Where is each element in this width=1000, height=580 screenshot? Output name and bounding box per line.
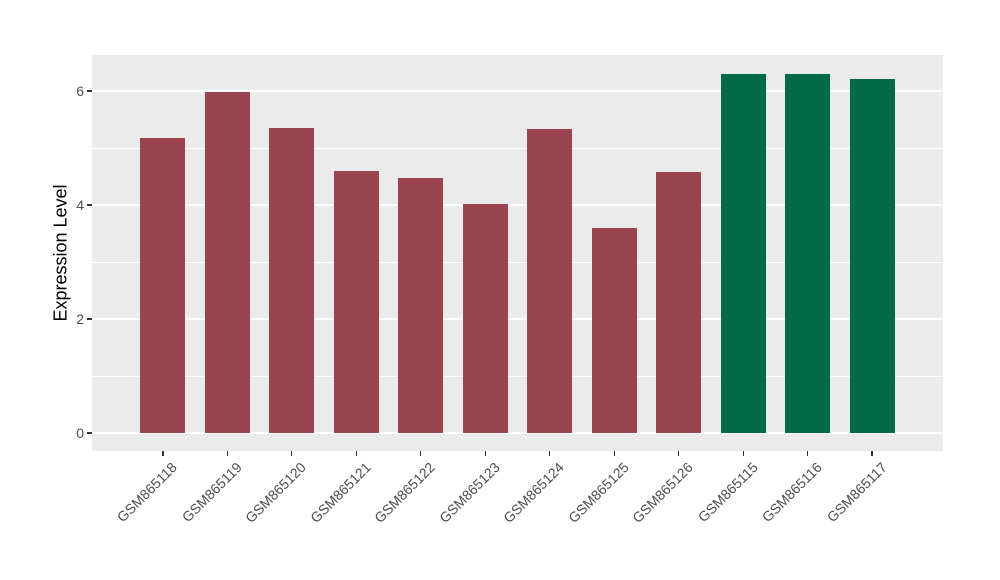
y-tick-mark: [87, 204, 92, 206]
x-tick-label-GSM865115: GSM865115: [694, 459, 761, 526]
x-tick-mark: [226, 451, 228, 456]
y-tick-label: 4: [76, 197, 84, 213]
bar-GSM865120: [269, 128, 315, 433]
y-tick-label: 2: [76, 311, 84, 327]
bar-GSM865118: [140, 137, 186, 433]
x-tick-label-GSM865123: GSM865123: [435, 459, 503, 526]
y-tick-label: 0: [76, 425, 84, 441]
gridline-minor: [92, 375, 943, 377]
y-tick-mark: [87, 90, 92, 92]
x-tick-mark: [613, 451, 615, 456]
x-tick-mark: [291, 451, 293, 456]
bar-GSM865122: [398, 178, 444, 433]
bar-GSM865117: [849, 79, 895, 433]
x-tick-label-GSM865126: GSM865126: [629, 459, 697, 526]
bar-GSM865116: [785, 74, 831, 433]
x-tick-mark: [871, 451, 873, 456]
x-tick-mark: [549, 451, 551, 456]
x-tick-label-GSM865120: GSM865120: [242, 459, 310, 526]
x-tick-mark: [678, 451, 680, 456]
gridline-major: [92, 90, 943, 92]
x-tick-mark: [355, 451, 357, 456]
x-tick-label-GSM865116: GSM865116: [758, 459, 825, 526]
plot-panel: [92, 55, 943, 451]
bar-GSM865123: [462, 203, 508, 433]
x-tick-mark: [742, 451, 744, 456]
x-tick-label-GSM865124: GSM865124: [500, 459, 568, 526]
x-tick-mark: [807, 451, 809, 456]
y-tick-mark: [87, 318, 92, 320]
x-tick-label-GSM865117: GSM865117: [823, 459, 890, 526]
bar-GSM865126: [656, 171, 702, 433]
x-tick-label-GSM865122: GSM865122: [371, 459, 439, 526]
bar-GSM865125: [591, 228, 637, 433]
x-tick-mark: [484, 451, 486, 456]
gridline-major: [92, 204, 943, 206]
gridline-major: [92, 432, 943, 434]
bar-GSM865121: [333, 170, 379, 433]
x-tick-label-GSM865118: GSM865118: [114, 459, 181, 526]
bar-GSM865119: [204, 92, 250, 433]
gridline-major: [92, 318, 943, 320]
bar-GSM865115: [720, 74, 766, 433]
gridline-minor: [92, 147, 943, 149]
x-tick-mark: [420, 451, 422, 456]
y-tick-mark: [87, 432, 92, 434]
x-tick-label-GSM865121: GSM865121: [306, 459, 374, 526]
gridline-minor: [92, 261, 943, 263]
y-tick-label: 6: [76, 83, 84, 99]
bar-GSM865124: [527, 129, 573, 433]
x-tick-label-GSM865125: GSM865125: [564, 459, 632, 526]
x-tick-mark: [162, 451, 164, 456]
x-tick-label-GSM865119: GSM865119: [178, 459, 245, 526]
